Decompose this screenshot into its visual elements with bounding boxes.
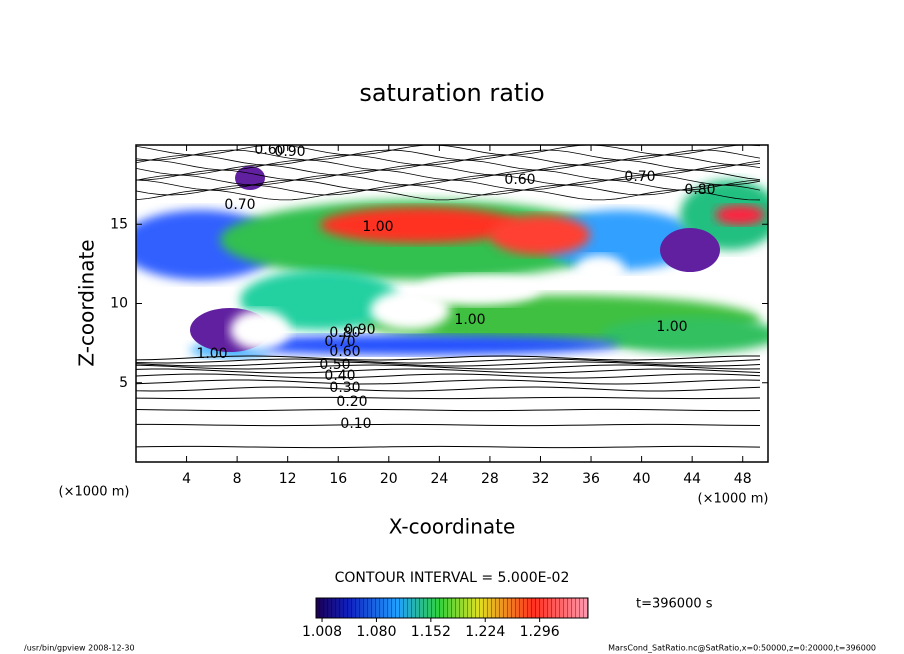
colorbar-tick-label: 1.224 (465, 624, 505, 640)
x-tick-label: 40 (633, 471, 651, 487)
contour-line (136, 379, 761, 385)
contour-label: 0.80 (684, 182, 715, 198)
y-axis-label: Z-coordinate (75, 239, 99, 366)
contour-line (136, 423, 761, 427)
field-hole (575, 255, 625, 285)
field-blob (220, 335, 620, 355)
contour-line (136, 386, 761, 392)
field-blob (320, 207, 520, 243)
footer-right: MarsCond_SatRatio.nc@SatRatio,x=0:50000,… (608, 644, 876, 653)
contour-label: 0.80 (329, 325, 360, 341)
contour-line (136, 358, 761, 364)
colorbar-frame (315, 597, 589, 619)
footer-left: /usr/bin/gpview 2008-12-30 (24, 644, 135, 653)
contour-label: 0.70 (324, 334, 355, 350)
contour-line (136, 179, 761, 191)
contour-line (136, 189, 761, 201)
field-blob (660, 228, 720, 272)
contour-line (136, 174, 761, 186)
contour-line (136, 445, 761, 449)
colorbar-tick-label: 1.296 (520, 624, 560, 640)
contour-line (136, 159, 761, 171)
contour-label: 0.60 (254, 142, 285, 158)
contour-label: 0.70 (624, 169, 655, 185)
contour-label: 0.10 (340, 416, 371, 432)
contour-label: 0.60 (329, 344, 360, 360)
x-tick-label: 4 (182, 471, 191, 487)
contour-label: 0.30 (329, 380, 360, 396)
field-hole (420, 275, 540, 305)
colorbar-tick-label: 1.152 (411, 624, 451, 640)
x-tick-label: 44 (683, 471, 701, 487)
x-axis-label: X-coordinate (389, 515, 516, 539)
contour-label: 1.00 (656, 319, 687, 335)
contour-line (136, 408, 761, 412)
x-tick-label: 24 (430, 471, 448, 487)
x-tick-label: 48 (734, 471, 752, 487)
contour-label: 0.60 (504, 172, 535, 188)
contour-line (136, 396, 761, 400)
x-tick-label: 12 (279, 471, 297, 487)
contour-label: 0.50 (319, 357, 350, 373)
field: 0.100.200.300.400.500.600.700.800.901.00… (136, 142, 768, 449)
contour-line (136, 149, 761, 161)
contour-label: 0.90 (274, 144, 305, 160)
contour-line (136, 368, 761, 374)
y-tick-label: 10 (110, 296, 128, 312)
field-blob (490, 215, 590, 255)
x-tick-label: 28 (481, 471, 499, 487)
contour-label: 1.00 (196, 346, 227, 362)
field-blob (600, 317, 768, 353)
field-hole (370, 290, 450, 330)
time-label: t=396000 s (636, 597, 713, 612)
contour-interval: CONTOUR INTERVAL = 5.000E-02 (335, 570, 570, 586)
contour-label: 1.00 (454, 312, 485, 328)
contour-label: 0.70 (224, 197, 255, 213)
contour-line (136, 154, 761, 166)
x-tick-label: 8 (233, 471, 242, 487)
contour-label: 0.20 (336, 394, 367, 410)
x-tick-label: 36 (582, 471, 600, 487)
field-hole (230, 310, 290, 350)
contour-line (136, 364, 761, 370)
contour-line (136, 184, 761, 196)
x-tick-label: 32 (532, 471, 550, 487)
x-unit: (×1000 m) (698, 492, 769, 507)
contour-label: 1.00 (362, 219, 393, 235)
y-tick-label: 15 (110, 216, 128, 232)
field-blob (235, 166, 265, 190)
colorbar-tick-label: 1.008 (302, 624, 342, 640)
field-blob (715, 205, 765, 225)
contour-line (136, 169, 761, 181)
x-tick-label: 20 (380, 471, 398, 487)
x-tick-label: 16 (329, 471, 347, 487)
contour-line (136, 373, 761, 379)
chart-title: saturation ratio (359, 79, 544, 107)
contour-label: 0.40 (324, 368, 355, 384)
contour-label: 0.90 (344, 322, 375, 338)
contour-line (136, 355, 761, 361)
field-blob (240, 270, 400, 330)
colorbar-tick-label: 1.080 (356, 624, 396, 640)
contour-line (136, 361, 761, 367)
y-unit: (×1000 m) (59, 485, 130, 500)
y-tick-label: 5 (119, 375, 128, 391)
